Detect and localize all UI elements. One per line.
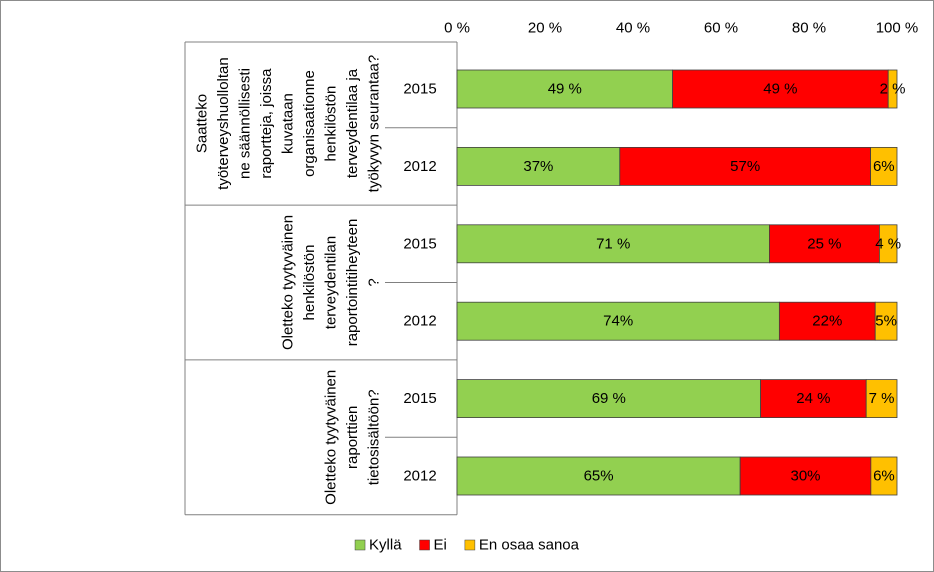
- legend-swatch-en-osaa-sanoa: [464, 539, 476, 551]
- group-1-label-line: organisaationne: [301, 70, 318, 177]
- data-label-kylla: 65%: [584, 468, 614, 485]
- data-labels: 49 % 49 % 2 % 37% 57% 6% 71 % 25 % 4 % 74% 22% 5% 69…: [523, 81, 905, 485]
- category-label-3-2012: 2012: [403, 468, 436, 485]
- bar-segment-ei-group3-2012: [739, 456, 872, 496]
- group-1-label-line: raportteja, joissa: [258, 68, 275, 179]
- value-axis-labels: 0 % 20 % 40 % 60 % 80 % 100 %: [444, 20, 918, 37]
- data-label-ei: 24 %: [796, 390, 830, 407]
- value-axis-tick-label: 60 %: [704, 20, 738, 37]
- group-1-label-line: henkilöstön: [323, 86, 340, 162]
- legend-item-ei: Ei: [419, 537, 447, 554]
- data-label-kylla: 69 %: [592, 390, 626, 407]
- legend-item-en-osaa-sanoa: En osaa sanoa: [464, 537, 580, 554]
- legend: Kyllä Ei En osaa sanoa: [354, 537, 580, 554]
- bar-segment-kylla-group1-2015: [456, 69, 674, 109]
- group-2-label-line: ?: [366, 278, 383, 286]
- legend-label-kylla: Kyllä: [369, 537, 402, 554]
- bar-segment-kylla-group1-2012: [456, 146, 621, 186]
- bar-segment-kylla-group3-2015: [456, 379, 762, 419]
- data-label-en-osaa-sanoa: 6%: [873, 468, 895, 485]
- data-label-kylla: 37%: [523, 158, 553, 175]
- bars: [456, 69, 898, 496]
- bar-segment-en-osaa-sanoa-group3-2012: [870, 456, 898, 496]
- data-label-en-osaa-sanoa: 4 %: [875, 235, 901, 252]
- data-label-ei: 25 %: [807, 235, 841, 252]
- group-3-label-line: Oletteko tyytyväinen: [323, 370, 340, 505]
- category-label-1-2012: 2012: [403, 158, 436, 175]
- bar-segment-en-osaa-sanoa-group3-2015: [865, 379, 898, 419]
- group-1-label-line: kuvataan: [280, 93, 297, 154]
- value-axis-tick-label: 40 %: [616, 20, 650, 37]
- bar-segment-en-osaa-sanoa-group1-2012: [870, 146, 898, 186]
- group-1-label-line: ne säännöllisesti: [237, 68, 254, 179]
- value-axis-tick-label: 0 %: [444, 20, 470, 37]
- category-label-1-2015: 2015: [403, 81, 436, 98]
- bar-segment-en-osaa-sanoa-group2-2012: [874, 301, 898, 341]
- bar-segment-ei-group1-2012: [619, 146, 871, 186]
- data-label-en-osaa-sanoa: 2 %: [880, 81, 906, 98]
- data-label-ei: 22%: [812, 313, 842, 330]
- legend-item-kylla: Kyllä: [354, 537, 402, 554]
- data-label-en-osaa-sanoa: 7 %: [869, 390, 895, 407]
- bar-segment-ei-group2-2015: [769, 224, 880, 264]
- group-2-label-line: raportointitiheyteen: [344, 219, 361, 347]
- category-label-2-2012: 2012: [403, 313, 436, 330]
- value-axis-tick-label: 80 %: [792, 20, 826, 37]
- data-label-ei: 30%: [790, 468, 820, 485]
- group-2-label-line: henkilöstön: [301, 245, 318, 321]
- bar-segment-en-osaa-sanoa-group2-2015: [879, 224, 898, 264]
- group-1-label-line: terveydentilaa ja: [344, 68, 361, 178]
- legend-swatch-ei: [419, 539, 430, 551]
- legend-swatch-kylla: [354, 539, 366, 551]
- group-2-label-line: Oletteko tyytyväinen: [280, 215, 297, 350]
- category-axis: Saatteko työterveyshuolloltan ne säännölli…: [184, 41, 458, 516]
- bar-segment-kylla-group2-2012: [456, 301, 780, 341]
- bar-segment-kylla-group2-2015: [456, 224, 770, 264]
- data-label-en-osaa-sanoa: 6%: [873, 158, 895, 175]
- group-3-label-line: tietosisältöön?: [366, 389, 383, 485]
- value-axis-tick-label: 20 %: [528, 20, 562, 37]
- data-label-en-osaa-sanoa: 5%: [875, 313, 897, 330]
- legend-label-ei: Ei: [434, 537, 447, 554]
- data-label-ei: 57%: [730, 158, 760, 175]
- bar-segment-en-osaa-sanoa-group1-2015: [887, 69, 898, 109]
- group-1-label-line: työterveyshuolloltan: [215, 57, 232, 190]
- data-label-kylla: 49 %: [548, 81, 582, 98]
- group-1-label-line: työkyvyn seurantaa?: [366, 55, 383, 193]
- group-3-label-line: raporttien: [344, 406, 361, 469]
- data-label-kylla: 71 %: [596, 235, 630, 252]
- group-2-label-line: terveydentilan: [323, 236, 340, 329]
- legend-label-en-osaa-sanoa: En osaa sanoa: [479, 537, 580, 554]
- category-label-3-2015: 2015: [403, 390, 436, 407]
- value-axis-tick-label: 100 %: [876, 20, 919, 37]
- category-label-2-2015: 2015: [403, 235, 436, 252]
- bar-segment-ei-group3-2015: [760, 379, 867, 419]
- data-label-ei: 49 %: [763, 81, 797, 98]
- data-label-kylla: 74%: [603, 313, 633, 330]
- group-1-label-line: Saatteko: [194, 94, 211, 153]
